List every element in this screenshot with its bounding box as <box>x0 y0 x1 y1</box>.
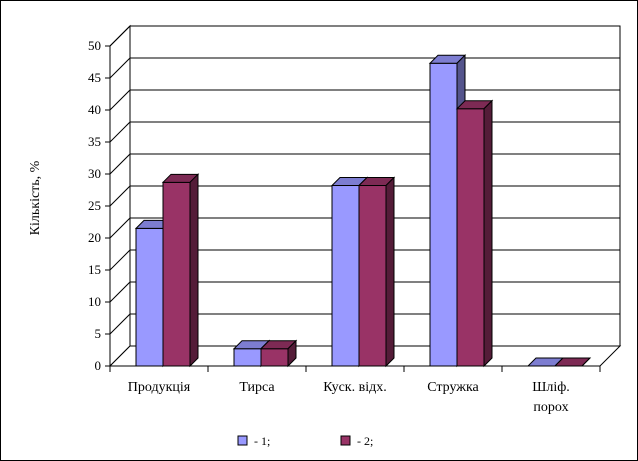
x-tick-label: Продукція <box>128 380 191 395</box>
bar-side-series-2 <box>385 176 395 368</box>
x-tick-label: Тирса <box>239 380 275 395</box>
y-tick-label: 25 <box>88 198 101 213</box>
y-tick-label: 45 <box>88 70 101 85</box>
bar-front-series-2 <box>260 348 289 367</box>
bar-side-series-2 <box>483 99 493 368</box>
y-tick-label: 0 <box>95 358 102 373</box>
gridline-side <box>109 281 131 303</box>
bar-front-series-1 <box>331 185 360 367</box>
bar-front-series-1 <box>135 227 164 367</box>
y-tick-label: 35 <box>88 134 101 149</box>
gridline-side <box>109 313 131 335</box>
bar-front-series-1 <box>429 62 458 367</box>
bar-side-series-2 <box>287 339 297 368</box>
y-tick-label: 30 <box>88 166 101 181</box>
gridline-side <box>109 185 131 207</box>
x-tick-label: Стружка <box>427 380 479 395</box>
bar-front-series-2 <box>456 108 485 367</box>
x-tick-label: Куск. відх. <box>323 380 386 395</box>
y-tick-label: 15 <box>88 262 101 277</box>
gridline-side <box>109 25 131 47</box>
bar-side-series-2 <box>581 357 591 367</box>
bar-side-series-2 <box>189 173 199 368</box>
y-tick-label: 40 <box>88 102 101 117</box>
legend-swatch-series-2 <box>340 435 351 446</box>
y-axis-title: Кількість, % <box>28 160 43 235</box>
gridline-side <box>109 249 131 271</box>
y-tick-label: 20 <box>88 230 101 245</box>
y-tick-label: 10 <box>88 294 101 309</box>
x-tick-label: Шліф. <box>532 380 570 395</box>
bar-front-series-2 <box>358 185 387 367</box>
gridline-side <box>109 217 131 239</box>
legend-label-series-1: - 1; <box>254 434 270 448</box>
y-tick-label: 50 <box>88 38 101 53</box>
gridline-side <box>109 121 131 143</box>
legend-label-series-2: - 2; <box>357 434 373 448</box>
x-tick-label: порох <box>533 400 568 415</box>
gridline-side <box>109 89 131 111</box>
legend-swatch-series-1 <box>237 435 248 446</box>
gridline-side <box>109 57 131 79</box>
gridline-side <box>109 153 131 175</box>
y-tick-label: 5 <box>95 326 102 341</box>
bar-front-series-2 <box>162 181 191 367</box>
bar-front-series-1 <box>233 348 262 367</box>
